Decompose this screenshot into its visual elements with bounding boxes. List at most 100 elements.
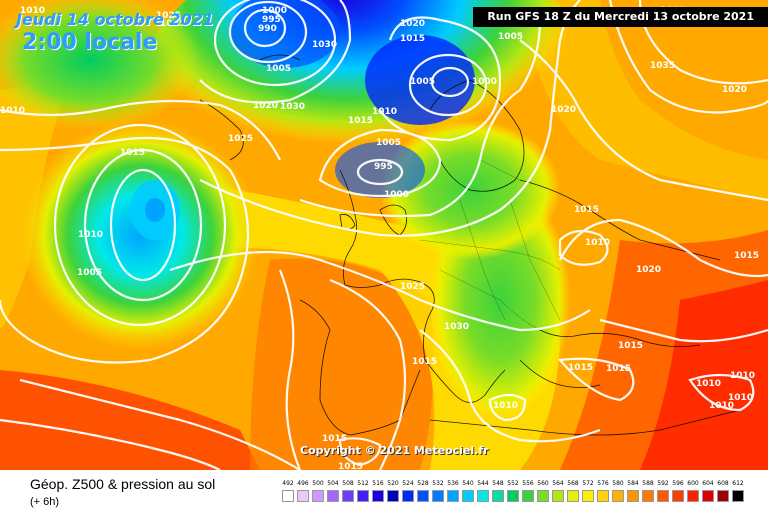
scale-swatch bbox=[357, 490, 369, 502]
isobar-label: 1025 bbox=[156, 11, 181, 21]
isobar-label: 1015 bbox=[322, 434, 347, 444]
scale-swatch bbox=[417, 490, 429, 502]
scale-label: 568 bbox=[567, 480, 579, 487]
isobar-label: 1020 bbox=[400, 19, 425, 29]
legend-title: Géop. Z500 & pression au sol bbox=[30, 476, 216, 492]
scale-swatch bbox=[672, 490, 684, 502]
scale-swatch bbox=[522, 490, 534, 502]
isobar-label: 1030 bbox=[312, 40, 337, 50]
scale-swatch bbox=[717, 490, 729, 502]
legend-subtitle: (+ 6h) bbox=[30, 496, 60, 508]
scale-label: 600 bbox=[687, 480, 699, 487]
scale-label: 500 bbox=[312, 480, 324, 487]
scale-label: 564 bbox=[552, 480, 564, 487]
scale-swatch bbox=[462, 490, 474, 502]
copyright: Copyright © 2021 Meteociel.fr bbox=[300, 444, 489, 457]
scale-label: 492 bbox=[282, 480, 294, 487]
scale-label: 556 bbox=[522, 480, 534, 487]
scale-label: 508 bbox=[342, 480, 354, 487]
isobar-label: 1020 bbox=[636, 265, 661, 275]
isobar-label: 1005 bbox=[77, 268, 102, 278]
scale-swatch bbox=[597, 490, 609, 502]
scale-label: 536 bbox=[447, 480, 459, 487]
scale-label: 516 bbox=[372, 480, 384, 487]
scale-label: 604 bbox=[702, 480, 714, 487]
isobar-labels: 1010 1025 1000 995 990 1020 1005 1040 10… bbox=[0, 6, 759, 470]
scale-label: 520 bbox=[387, 480, 399, 487]
scale-label: 512 bbox=[357, 480, 369, 487]
scale-swatch bbox=[372, 490, 384, 502]
isobars bbox=[0, 0, 768, 470]
isobar-label: 1005 bbox=[266, 64, 291, 74]
scale-swatch bbox=[447, 490, 459, 502]
isobar-label: 1015 bbox=[568, 363, 593, 373]
isobar-label: 1015 bbox=[574, 205, 599, 215]
isobar-label: 990 bbox=[258, 24, 277, 34]
scale-label: 588 bbox=[642, 480, 654, 487]
scale-swatch bbox=[297, 490, 309, 502]
scale-label: 608 bbox=[717, 480, 729, 487]
isobar-label: 1015 bbox=[618, 341, 643, 351]
color-scale: 492 496 500 504 508 512 516 520 524 528 532 536 540 5… bbox=[282, 480, 752, 508]
isobar-label: 1010 bbox=[0, 106, 25, 116]
isobar-label: 1005 bbox=[498, 32, 523, 42]
scale-swatch bbox=[657, 490, 669, 502]
scale-swatch bbox=[312, 490, 324, 502]
isobar-label: 1020 bbox=[253, 101, 278, 111]
isobar-label: 1010 bbox=[730, 371, 755, 381]
scale-label: 524 bbox=[402, 480, 414, 487]
scale-swatch bbox=[342, 490, 354, 502]
scale-swatch bbox=[402, 490, 414, 502]
isobar-label: 1015 bbox=[400, 34, 425, 44]
forecast-date: Jeudi 14 octobre 2021 bbox=[16, 10, 214, 29]
scale-swatch bbox=[507, 490, 519, 502]
scale-label: 576 bbox=[597, 480, 609, 487]
scale-swatch bbox=[537, 490, 549, 502]
isobar-label: 1005 bbox=[410, 77, 435, 87]
scale-label: 496 bbox=[297, 480, 309, 487]
scale-swatch bbox=[552, 490, 564, 502]
isobar-label: 1010 bbox=[728, 393, 753, 403]
forecast-local-time: 2:00 locale bbox=[22, 30, 158, 55]
scale-swatch bbox=[642, 490, 654, 502]
geopotential-map: 1010 1025 1000 995 990 1020 1005 1040 10… bbox=[0, 0, 768, 470]
scale-label: 552 bbox=[507, 480, 519, 487]
scale-swatch bbox=[687, 490, 699, 502]
scale-label: 572 bbox=[582, 480, 594, 487]
scale-label: 544 bbox=[477, 480, 489, 487]
run-info: Run GFS 18 Z du Mercredi 13 octobre 2021 bbox=[473, 7, 768, 27]
scale-label: 580 bbox=[612, 480, 624, 487]
scale-label: 532 bbox=[432, 480, 444, 487]
scale-swatch bbox=[492, 490, 504, 502]
isobar-label: 1010 bbox=[78, 230, 103, 240]
scale-label: 548 bbox=[492, 480, 504, 487]
isobar-label: 1030 bbox=[280, 102, 305, 112]
scale-swatch bbox=[582, 490, 594, 502]
scale-swatch bbox=[387, 490, 399, 502]
isobar-label: 1015 bbox=[338, 462, 363, 470]
scale-label: 596 bbox=[672, 480, 684, 487]
scale-swatch bbox=[432, 490, 444, 502]
isobar-label: 1010 bbox=[709, 401, 734, 411]
isobar-label: 1015 bbox=[606, 364, 631, 374]
scale-label: 504 bbox=[327, 480, 339, 487]
scale-label: 560 bbox=[537, 480, 549, 487]
scale-label: 584 bbox=[627, 480, 639, 487]
legend-footer: Géop. Z500 & pression au sol (+ 6h) 492 4… bbox=[0, 470, 768, 512]
scale-swatch bbox=[627, 490, 639, 502]
scale-swatch bbox=[567, 490, 579, 502]
scale-label: 612 bbox=[732, 480, 744, 487]
borders bbox=[419, 159, 561, 331]
isobar-label: 1000 bbox=[384, 190, 409, 200]
isobar-label: 1005 bbox=[376, 138, 401, 148]
scale-swatch bbox=[702, 490, 714, 502]
isobar-label: 1010 bbox=[372, 107, 397, 117]
isobar-label: 1025 bbox=[160, 19, 185, 29]
scale-swatch bbox=[732, 490, 744, 502]
isobar-label: 1020 bbox=[722, 85, 747, 95]
scale-swatch bbox=[327, 490, 339, 502]
isobar-label: 1010 bbox=[696, 379, 721, 389]
isobar-label: 1015 bbox=[734, 251, 759, 261]
isobar-label: 995 bbox=[374, 162, 393, 172]
isobar-label: 1015 bbox=[348, 116, 373, 126]
